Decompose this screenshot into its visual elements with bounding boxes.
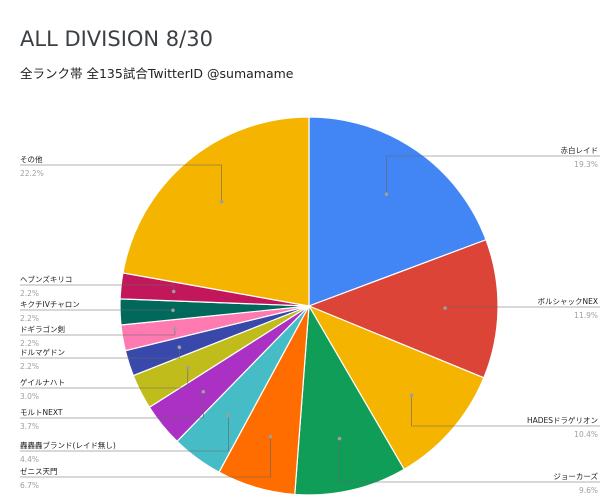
slice-label-2: HADESドラゲリオン: [527, 416, 598, 425]
pie-slice-3: [294, 304, 406, 496]
leader-dot-10: [171, 308, 175, 313]
leader-line-9: [20, 329, 176, 336]
slice-label-11: ヘブンズキリコ: [20, 274, 72, 284]
leader-dot-5: [226, 413, 231, 418]
slice-label-1: ボルシャックNEX: [538, 297, 599, 306]
slice-percent-12: 22.2%: [20, 169, 44, 178]
leader-dot-6: [201, 389, 206, 394]
slice-label-12: その他: [20, 154, 43, 164]
slice-label-8: ドルマゲドン: [20, 348, 65, 357]
pie-slice-12: [122, 116, 310, 307]
slice-percent-11: 2.2%: [20, 289, 39, 298]
slice-label-10: キクチIVチャロン: [20, 300, 80, 309]
slice-percent-0: 19.3%: [574, 160, 598, 169]
leader-line-11: [20, 284, 174, 292]
leader-line-5: [20, 415, 229, 452]
slice-percent-5: 4.4%: [20, 455, 39, 464]
chart-title: ALL DIVISION 8/30: [20, 27, 213, 51]
leader-dot-8: [177, 345, 182, 350]
slice-percent-3: 9.6%: [579, 486, 598, 495]
chart-subtitle: 全ランク帯 全135試合TwitterID @sumamame: [20, 66, 294, 81]
slice-label-3: ジョーカーズ: [553, 471, 598, 481]
leader-dot-2: [409, 393, 414, 398]
slice-percent-6: 3.7%: [20, 422, 39, 431]
leader-line-4: [20, 436, 271, 478]
leader-dot-7: [186, 366, 190, 370]
leader-dot-11: [171, 289, 176, 294]
leader-line-2: [411, 395, 600, 427]
slice-label-5: 轟轟轟ブランド(レイド無し): [20, 440, 116, 450]
slice-label-0: 赤白レイド: [561, 145, 599, 155]
pie-slice-2: [307, 304, 485, 471]
pie-slice-1: [307, 238, 499, 379]
slice-percent-2: 10.4%: [574, 430, 598, 439]
slice-percent-10: 2.2%: [20, 314, 39, 323]
leader-dot-12: [219, 199, 224, 204]
slice-percent-9: 2.2%: [20, 339, 39, 348]
leader-line-12: [20, 164, 222, 202]
slice-label-6: モルトNEXT: [20, 408, 63, 417]
leader-line-8: [20, 347, 180, 359]
slice-label-4: ゼニス天門: [20, 466, 58, 476]
leader-dot-1: [443, 306, 447, 310]
leader-dot-9: [173, 327, 177, 331]
leader-line-0: [386, 155, 600, 195]
slice-percent-8: 2.2%: [20, 362, 39, 371]
leader-line-7: [20, 367, 189, 389]
leader-line-3: [339, 438, 600, 483]
slice-percent-4: 6.7%: [20, 481, 39, 490]
slice-label-9: ドギラゴン剣: [20, 324, 65, 334]
leader-dot-0: [384, 192, 389, 196]
leader-line-6: [20, 391, 204, 419]
pie-slice-0: [308, 116, 487, 307]
leader-dot-4: [268, 434, 273, 439]
slice-label-7: ゲイルナハト: [20, 378, 65, 387]
slice-percent-7: 3.0%: [20, 392, 39, 401]
leader-dot-3: [337, 436, 342, 441]
slice-percent-1: 11.9%: [574, 311, 598, 320]
